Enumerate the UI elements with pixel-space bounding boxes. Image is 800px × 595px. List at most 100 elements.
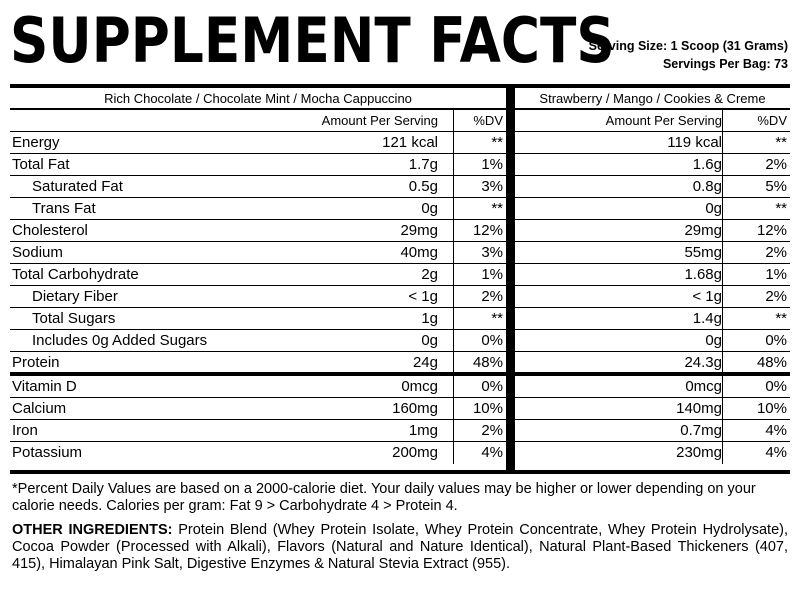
column-separator [722,286,723,307]
servings-per-bag: Servings Per Bag: 73 [662,57,788,71]
nutrient-row: 1.68g 1% [515,264,790,286]
nutrient-row: 140mg 10% [515,398,790,420]
column-separator [453,420,454,441]
nutrient-amount: 140mg [676,400,722,417]
column-separator [453,286,454,307]
column-separator [453,176,454,197]
column-separator [453,352,454,372]
nutrient-amount: 55mg [684,244,722,261]
nutrient-amount: < 1g [408,288,438,305]
nutrient-row: Vitamin D 0mcg 0% [10,376,506,398]
right-flavor-column: Strawberry / Mango / Cookies & Creme Amo… [515,88,790,464]
nutrient-row: Energy 121 kcal ** [10,132,506,154]
nutrient-dv: 5% [765,178,787,195]
nutrient-amount: 1mg [408,422,438,439]
nutrient-dv: 10% [472,400,503,417]
flavor-label-left: Rich Chocolate / Chocolate Mint / Mocha … [104,91,412,106]
nutrient-amount: 1.4g [692,310,722,327]
nutrient-dv: 2% [481,288,503,305]
nutrient-dv: 0% [481,332,503,349]
nutrient-row: Protein 24g 48% [10,352,506,376]
nutrient-row: 55mg 2% [515,242,790,264]
column-separator [722,376,723,397]
column-separator [453,198,454,219]
nutrient-name: Saturated Fat [32,178,123,195]
nutrient-row: 0.8g 5% [515,176,790,198]
nutrient-amount: 0g [421,200,438,217]
column-header-row-right: Amount Per Serving %DV [515,110,790,132]
left-flavor-column: Rich Chocolate / Chocolate Mint / Mocha … [10,88,506,464]
nutrient-amount: 2g [421,266,438,283]
page-title: SUPPLEMENT FACTS [10,4,615,77]
nutrient-dv: 0% [765,378,787,395]
nutrient-amount: 0mcg [685,378,722,395]
serving-size: Serving Size: 1 Scoop (31 Grams) [588,39,788,53]
column-separator [453,242,454,263]
nutrient-dv: ** [491,310,503,327]
nutrient-row: 0g 0% [515,330,790,352]
nutrient-name: Total Fat [12,156,70,173]
column-separator [722,242,723,263]
column-separator [722,308,723,329]
nutrient-name: Trans Fat [32,200,96,217]
nutrient-name: Total Carbohydrate [12,266,139,283]
amount-header: Amount Per Serving [321,113,438,128]
column-separator [453,330,454,351]
column-separator [453,132,454,153]
nutrient-amount: 230mg [676,444,722,461]
flavor-header-left: Rich Chocolate / Chocolate Mint / Mocha … [10,88,506,110]
nutrient-dv: 1% [481,266,503,283]
nutrient-dv: 4% [765,444,787,461]
nutrient-dv: 3% [481,244,503,261]
column-separator [453,154,454,175]
nutrient-amount: 0.7mg [680,422,722,439]
nutrient-amount: 0g [421,332,438,349]
nutrient-row: 0mcg 0% [515,376,790,398]
nutrient-row: Total Sugars 1g ** [10,308,506,330]
nutrient-dv: 48% [756,354,787,371]
column-separator [722,420,723,441]
column-separator [453,442,454,464]
nutrient-row: Potassium 200mg 4% [10,442,506,464]
nutrient-row: 24.3g 48% [515,352,790,376]
nutrient-name: Sodium [12,244,63,261]
nutrient-row: Calcium 160mg 10% [10,398,506,420]
column-separator [453,308,454,329]
nutrient-name: Cholesterol [12,222,88,239]
column-separator [722,264,723,285]
column-separator [722,132,723,153]
column-separator [453,110,454,131]
nutrient-row: 0g ** [515,198,790,220]
column-separator [722,352,723,372]
facts-table-frame [10,84,790,474]
column-separator [722,176,723,197]
column-separator [453,398,454,419]
nutrient-dv: ** [775,310,787,327]
column-divider [506,84,515,474]
column-separator [722,330,723,351]
nutrient-name: Calcium [12,400,67,417]
nutrient-row: Total Carbohydrate 2g 1% [10,264,506,286]
nutrient-amount: 24g [412,354,438,371]
nutrient-amount: 0.5g [408,178,438,195]
column-separator [722,110,723,131]
nutrient-amount: 160mg [392,400,438,417]
serving-info: Serving Size: 1 Scoop (31 Grams) Serving… [589,37,788,73]
nutrient-row: Sodium 40mg 3% [10,242,506,264]
column-header-row-left: Amount Per Serving %DV [10,110,506,132]
ingredients-text: Protein Blend (Whey Protein Isolate, Whe… [12,522,788,572]
daily-value-footnote: *Percent Daily Values are based on a 200… [12,481,756,514]
nutrient-dv: 2% [765,288,787,305]
nutrient-dv: 2% [481,422,503,439]
nutrient-row: 1.6g 2% [515,154,790,176]
nutrient-amount: 1g [421,310,438,327]
nutrient-row: Saturated Fat 0.5g 3% [10,176,506,198]
nutrient-amount: 121 kcal [382,134,438,151]
nutrient-dv: 2% [765,244,787,261]
nutrient-row: 1.4g ** [515,308,790,330]
nutrient-dv: ** [491,200,503,217]
column-separator [453,376,454,397]
nutrient-name: Iron [12,422,38,439]
nutrient-dv: 0% [765,332,787,349]
nutrient-amount: 119 kcal [667,134,722,151]
